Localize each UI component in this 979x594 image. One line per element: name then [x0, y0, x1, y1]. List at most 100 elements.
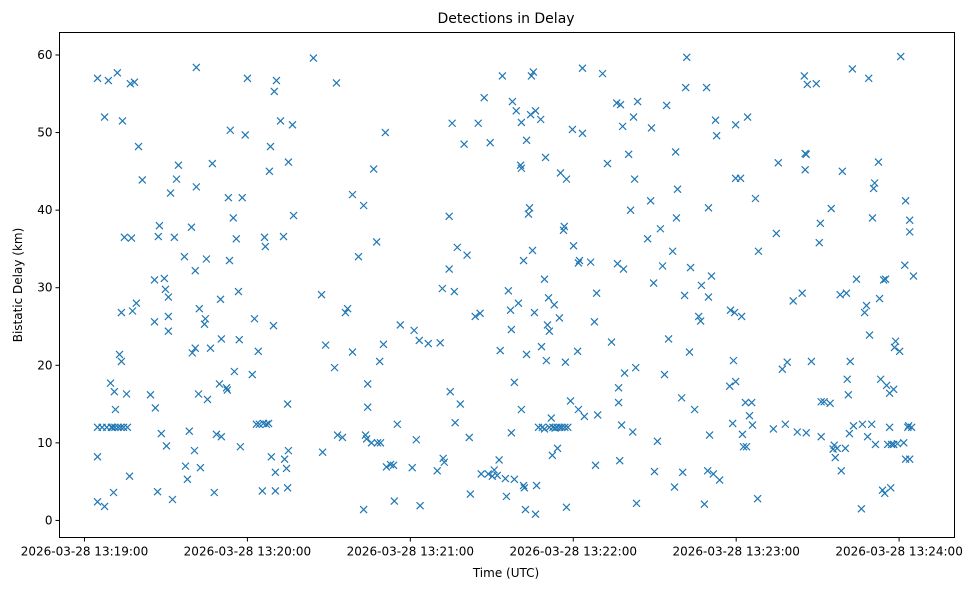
data-point	[870, 179, 879, 187]
data-point	[678, 468, 687, 477]
data-point	[252, 420, 261, 429]
data-point	[510, 378, 519, 387]
data-point	[164, 293, 173, 301]
data-point	[700, 500, 709, 509]
data-point	[618, 122, 627, 131]
data-point	[909, 272, 918, 281]
data-point	[261, 242, 270, 251]
data-point	[279, 232, 288, 241]
data-point	[703, 466, 712, 475]
data-point	[170, 233, 179, 242]
data-point	[578, 64, 587, 73]
x-tick-label: 2026-03-28 13:24:00	[835, 545, 962, 559]
data-point	[415, 336, 424, 345]
data-point	[321, 341, 330, 350]
data-point	[544, 293, 553, 302]
data-point	[477, 469, 486, 478]
data-point	[591, 461, 600, 470]
data-point	[519, 256, 528, 265]
data-point	[556, 168, 565, 177]
data-point	[191, 266, 200, 275]
data-point	[267, 452, 276, 461]
data-point	[815, 238, 824, 247]
data-point	[363, 379, 372, 388]
data-point	[386, 460, 395, 469]
data-point	[580, 412, 589, 421]
data-point	[694, 312, 703, 321]
data-point	[280, 455, 289, 464]
data-point	[593, 411, 602, 419]
data-point	[451, 418, 460, 427]
data-point	[258, 487, 267, 495]
data-point	[670, 483, 679, 492]
y-axis-label: Bistatic Delay (km)	[11, 228, 25, 343]
plot-frame	[59, 32, 955, 538]
data-point	[879, 276, 888, 284]
data-point	[899, 438, 908, 447]
data-point	[728, 419, 737, 428]
data-point	[463, 251, 472, 260]
y-axis: 0 10 20 30 40 50 60	[37, 48, 60, 527]
y-tick-label: 30	[37, 281, 52, 295]
data-point	[132, 299, 141, 308]
data-point	[731, 120, 740, 129]
data-point	[628, 428, 637, 436]
data-point	[372, 238, 381, 246]
data-point	[460, 140, 469, 149]
data-point	[521, 505, 530, 514]
data-point	[192, 182, 201, 191]
data-point	[560, 222, 569, 231]
data-point	[569, 241, 578, 250]
data-point	[517, 164, 526, 173]
data-point	[562, 503, 571, 512]
data-point	[526, 110, 535, 119]
data-point	[230, 367, 239, 376]
data-point	[543, 321, 552, 329]
data-point	[575, 256, 584, 265]
data-point	[93, 497, 102, 506]
data-point	[525, 203, 534, 212]
data-point	[774, 158, 783, 167]
data-point	[266, 142, 275, 151]
data-point	[510, 475, 519, 484]
data-point	[111, 405, 120, 414]
data-point	[871, 440, 880, 449]
data-point	[127, 234, 136, 242]
data-point	[471, 312, 480, 321]
data-point	[793, 428, 802, 436]
data-point	[867, 420, 876, 429]
data-point	[883, 440, 892, 449]
data-point	[284, 158, 293, 166]
data-point	[658, 262, 667, 270]
data-point	[284, 446, 293, 455]
data-point	[864, 74, 873, 83]
data-point	[217, 432, 226, 441]
data-point	[849, 421, 858, 430]
data-point	[116, 423, 125, 432]
data-point	[905, 216, 914, 225]
data-point	[456, 400, 465, 408]
data-point	[195, 304, 204, 313]
data-point	[172, 175, 181, 184]
data-point	[715, 476, 724, 485]
data-point	[153, 487, 162, 496]
data-point	[408, 463, 417, 472]
data-point	[545, 327, 554, 336]
data-point	[348, 190, 357, 199]
data-point	[527, 72, 536, 80]
data-point	[772, 229, 781, 238]
data-point	[882, 381, 891, 390]
data-point	[164, 312, 173, 321]
data-point	[841, 444, 850, 453]
data-point	[862, 301, 871, 310]
data-point	[410, 326, 419, 335]
data-point	[480, 93, 489, 102]
data-point	[117, 357, 126, 366]
data-point	[592, 289, 601, 298]
x-tick-label: 2026-03-28 13:21:00	[347, 545, 474, 559]
data-point	[359, 201, 368, 210]
data-point	[128, 307, 137, 315]
data-point	[157, 429, 166, 438]
data-point	[502, 492, 511, 501]
